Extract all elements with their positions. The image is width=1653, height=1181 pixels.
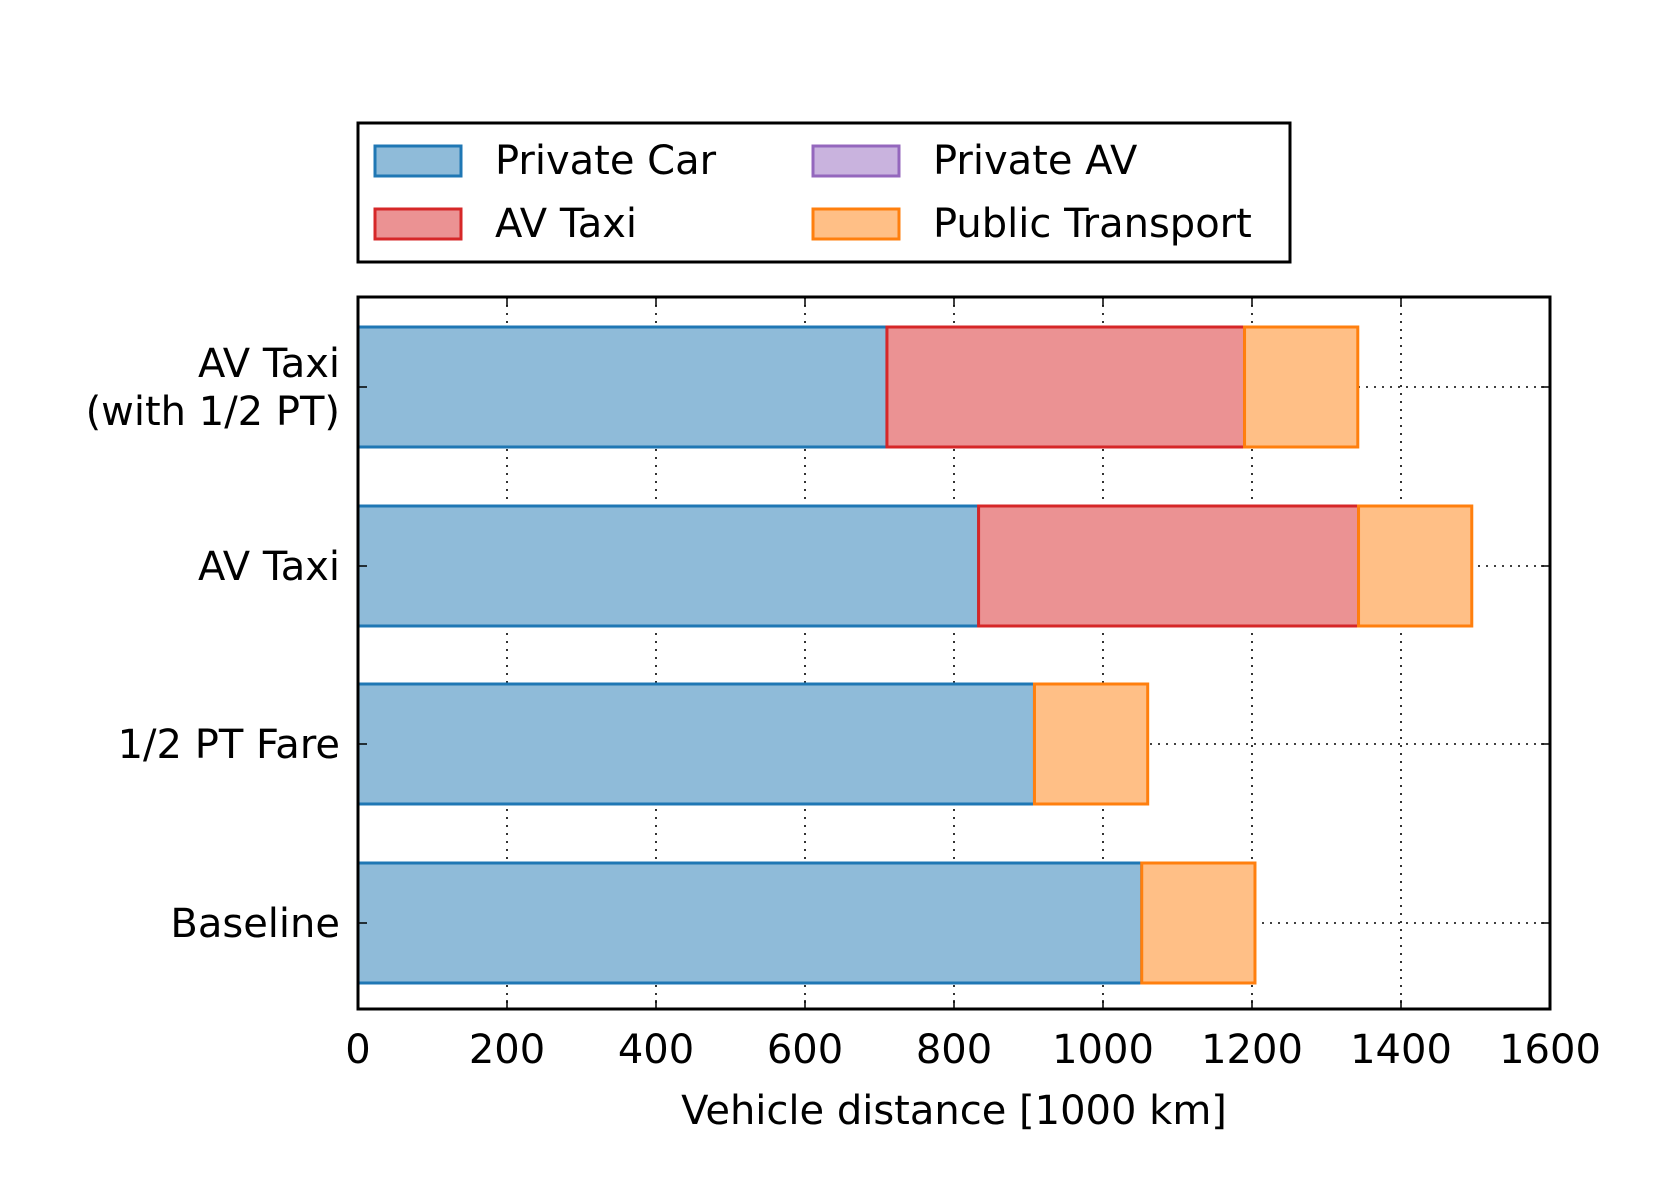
bar-segment-private-car (356, 325, 889, 449)
bar-segment-public-transport (1357, 504, 1474, 628)
bar-segment-private-car (356, 682, 1036, 806)
legend-label: Private Car (495, 138, 717, 184)
x-tick-labels: 0 200 400 600 800 1000 1200 1400 1600 (345, 1027, 1601, 1073)
y-tick-labels: AV Taxi (with 1/2 PT) AV Taxi 1/2 PT Fare Ba… (86, 341, 340, 947)
y-tick-label: AV Taxi (198, 544, 340, 590)
legend-label: Public Transport (933, 201, 1252, 247)
y-tick-label: Baseline (170, 901, 340, 947)
bar-segment-private-car (356, 861, 1144, 985)
bar-segment-private-car (356, 504, 981, 628)
legend-swatch (811, 207, 901, 241)
x-tick-label: 1200 (1201, 1027, 1303, 1073)
bar-segment-av-taxi (885, 325, 1247, 449)
bar-segment-public-transport (1032, 682, 1150, 806)
x-tick-label: 200 (469, 1027, 545, 1073)
bar-segment-av-taxi (977, 504, 1361, 628)
legend-label: Private AV (933, 138, 1138, 184)
x-tick-label: 400 (618, 1027, 694, 1073)
bars (356, 325, 1474, 985)
x-tick-label: 600 (767, 1027, 843, 1073)
tick-marks (357, 297, 1551, 1009)
bar-segment-public-transport (1243, 325, 1360, 449)
x-tick-label: 1600 (1499, 1027, 1601, 1073)
x-axis-label: Vehicle distance [1000 km] (681, 1088, 1227, 1134)
legend-swatch (373, 207, 463, 241)
y-tick-label: 1/2 PT Fare (118, 722, 340, 768)
legend-swatch (373, 144, 463, 178)
bar-segment-public-transport (1140, 861, 1257, 985)
x-tick-label: 1400 (1350, 1027, 1452, 1073)
x-tick-label: 800 (916, 1027, 992, 1073)
x-tick-label: 0 (345, 1027, 370, 1073)
y-tick-label: AV Taxi (with 1/2 PT) (86, 341, 340, 435)
x-tick-label: 1000 (1052, 1027, 1154, 1073)
legend-swatch (811, 144, 901, 178)
legend: Private Car Private AV AV Taxi Public Trans… (356, 121, 1292, 264)
legend-label: AV Taxi (495, 201, 637, 247)
